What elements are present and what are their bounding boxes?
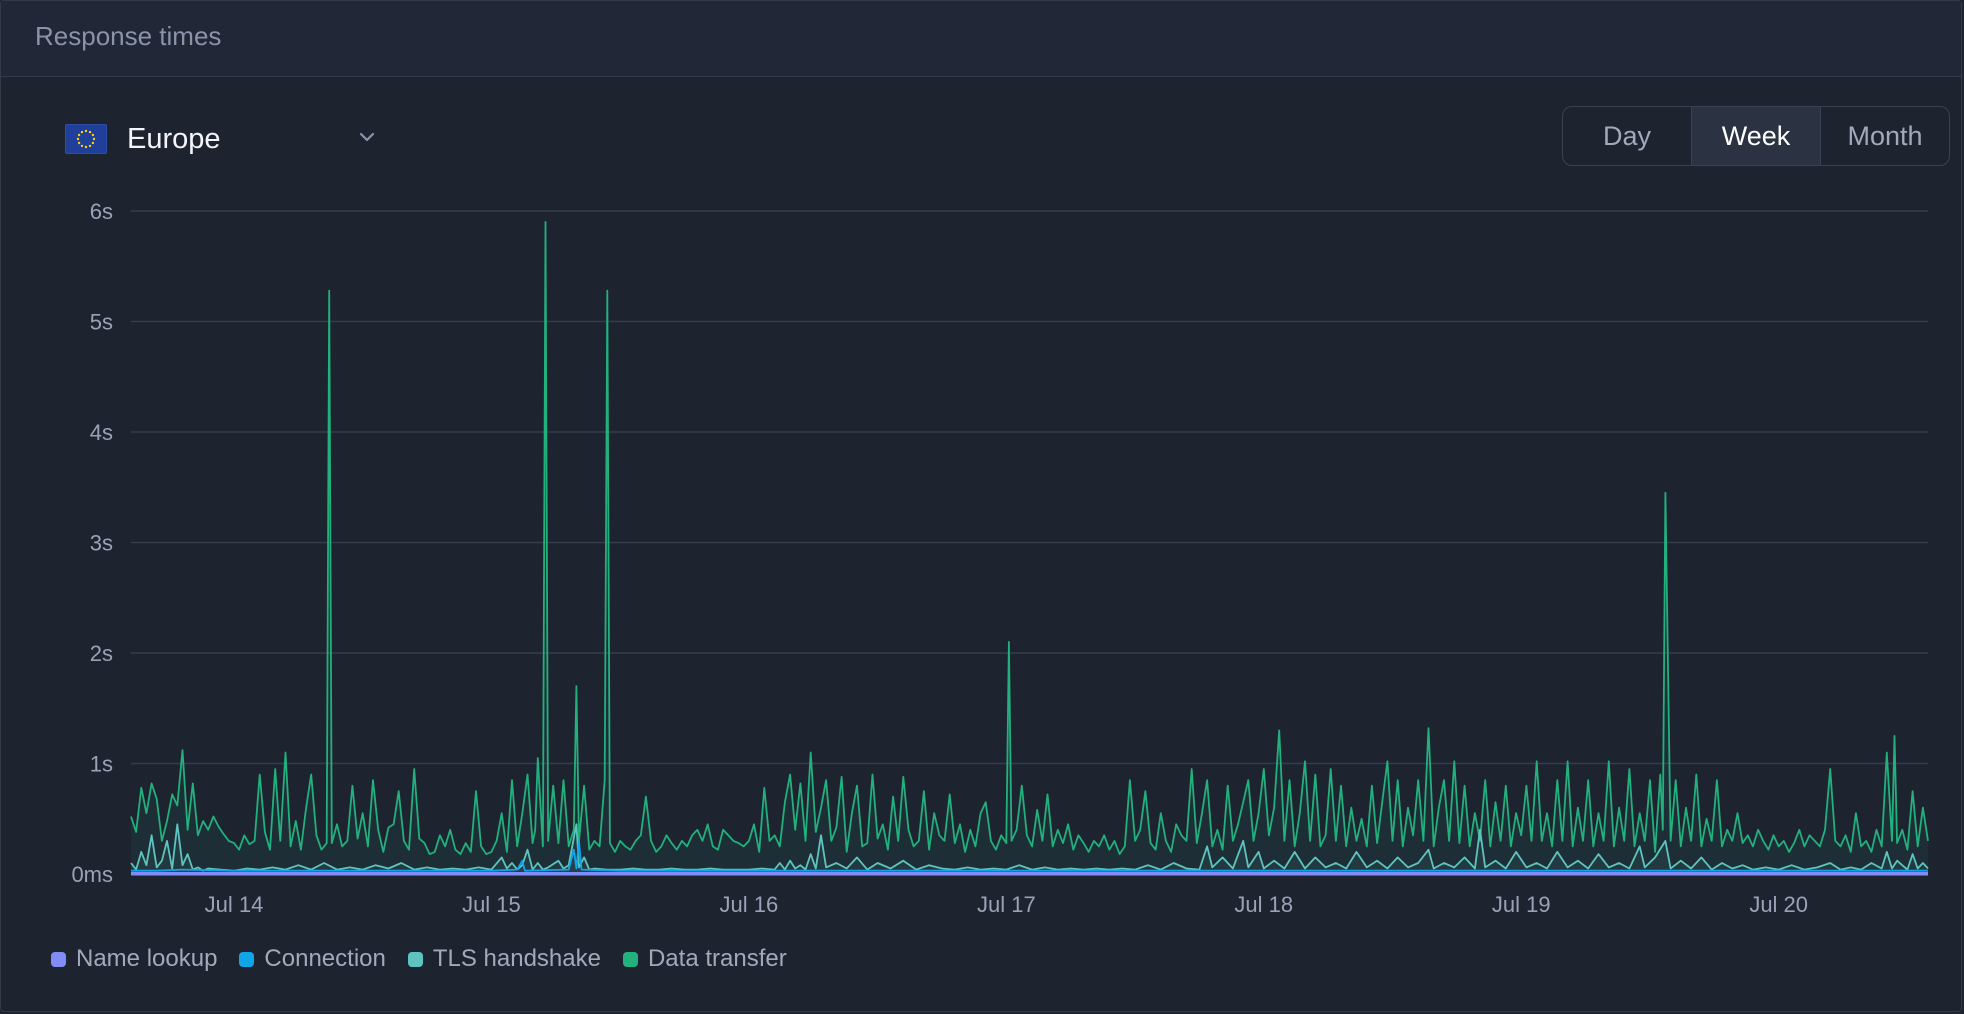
x-tick-label: Jul 14 xyxy=(205,892,264,917)
legend-swatch xyxy=(622,951,638,967)
x-tick-label: Jul 18 xyxy=(1234,892,1293,917)
legend-swatch xyxy=(51,951,66,967)
x-tick-label: Jul 16 xyxy=(720,892,779,917)
y-tick-label: 2s xyxy=(90,641,113,666)
y-tick-label: 5s xyxy=(90,310,113,335)
series-area-tls-handshake xyxy=(131,824,1928,874)
series-line-tls-handshake xyxy=(130,823,1929,872)
series-line-connection xyxy=(131,840,1928,872)
legend-label: TLS handshake xyxy=(432,945,601,972)
x-tick-label: Jul 20 xyxy=(1749,892,1808,917)
legend-item-connection[interactable]: Connection xyxy=(239,945,386,973)
series-line-data-transfer xyxy=(130,221,1929,855)
eu-flag-icon xyxy=(65,124,107,154)
card-title: Response times xyxy=(35,21,222,51)
chart-legend: Name lookup Connection TLS handshake Dat… xyxy=(51,945,809,973)
range-toggle: Day Week Month xyxy=(1562,106,1950,166)
y-tick-label: 6s xyxy=(90,199,113,224)
y-tick-label: 1s xyxy=(90,752,113,777)
chevron-down-icon xyxy=(359,132,375,142)
series-area-connection xyxy=(131,840,1928,874)
legend-item-name-lookup[interactable]: Name lookup xyxy=(51,945,217,973)
range-month-button[interactable]: Month xyxy=(1847,120,1923,151)
x-tick-label: Jul 17 xyxy=(977,892,1036,917)
range-week-button[interactable]: Week xyxy=(1692,107,1821,165)
range-day-button[interactable]: Day xyxy=(1563,107,1692,165)
legend-item-data-transfer[interactable]: Data transfer xyxy=(622,945,787,973)
legend-label: Data transfer xyxy=(647,945,787,972)
y-tick-label: 3s xyxy=(90,531,113,556)
x-tick-label: Jul 15 xyxy=(462,892,521,917)
legend-item-tls-handshake[interactable]: TLS handshake xyxy=(407,945,601,973)
legend-swatch xyxy=(239,951,255,967)
x-tick-label: Jul 19 xyxy=(1492,892,1551,917)
legend-label: Name lookup xyxy=(76,945,218,972)
legend-label: Connection xyxy=(264,945,386,972)
y-tick-label: 4s xyxy=(90,420,113,445)
response-times-chart: 0ms 1s 2s 3s 4s 5s 6s Jul 14 Jul 15 Jul 16 Jul 17 J… xyxy=(71,199,1929,917)
y-tick-label: 0ms xyxy=(71,862,113,887)
card-header: Response times xyxy=(1,1,1961,77)
series-area-data-transfer xyxy=(131,222,1928,874)
legend-swatch xyxy=(407,951,423,967)
region-label: Europe xyxy=(127,122,221,155)
region-select[interactable]: Europe xyxy=(65,117,377,161)
